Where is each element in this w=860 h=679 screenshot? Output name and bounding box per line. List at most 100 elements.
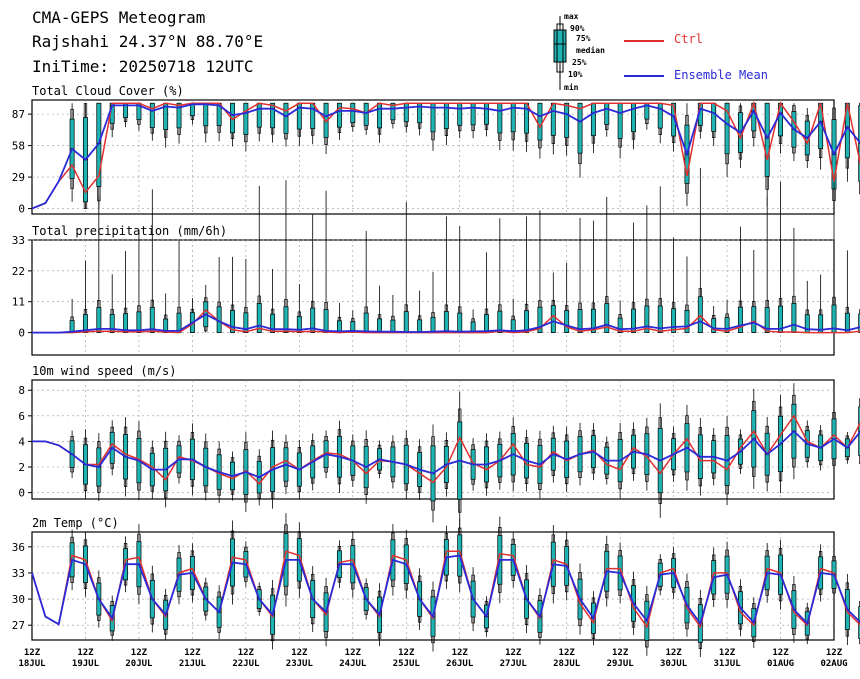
ensemble-box [83, 314, 88, 333]
x-tick-hour-label: 12Z [345, 648, 362, 658]
ensemble-mean-series-line [31, 554, 860, 626]
panel-1: 0 11 22 33 Total precipitation (mm/6h) [12, 167, 860, 356]
x-tick-date-label: 24JUL [339, 659, 367, 669]
ensemble-box [443, 311, 449, 333]
init-time-label: IniTime: 20250718 12UTC [32, 57, 254, 76]
ensemble-box [377, 318, 382, 333]
y-tick-label: 0 [18, 203, 25, 216]
ensemble-box [363, 102, 369, 126]
ensemble-box [336, 102, 342, 128]
ensemble-box [270, 102, 276, 129]
x-tick-hour-label: 12Z [826, 648, 843, 658]
y-tick-label: 4 [18, 435, 25, 448]
legend-ctrl-label: Ctrl [674, 32, 703, 46]
ensemble-box [310, 307, 316, 333]
ensemble-box [96, 307, 102, 333]
legend-p75-label: 75% [576, 34, 591, 43]
ensemble-mean-series-line [32, 313, 860, 334]
x-tick-hour-label: 12Z [452, 648, 469, 658]
x-tick-date-label: 18JUL [18, 659, 46, 669]
ensemble-box [711, 318, 717, 333]
ensemble-box [604, 102, 610, 125]
y-tick-label: 0 [18, 487, 25, 500]
panel-3: 27 30 33 36 2m Temp (°C) [12, 513, 860, 657]
panel-0: 0 29 58 87 Total Cloud Cover (%) [12, 84, 860, 216]
y-tick-label: 6 [18, 410, 25, 423]
ensemble-box [764, 307, 770, 333]
x-tick-hour-label: 12Z [184, 648, 201, 658]
ensemble-box [243, 102, 249, 135]
ensemble-box [296, 316, 302, 333]
ensemble-box [350, 102, 356, 124]
ensemble-box [243, 312, 249, 333]
ensemble-box [524, 310, 530, 333]
ensemble-box [136, 311, 142, 333]
x-tick-date-label: 01AUG [767, 659, 794, 669]
ensemble-box [711, 102, 717, 132]
ensemble-box [671, 308, 677, 333]
x-tick-date-label: 21JUL [179, 659, 207, 669]
ensemble-box [377, 102, 382, 129]
ensemble-box [564, 102, 570, 138]
legend-max-label: max [564, 12, 579, 21]
ensemble-box [737, 306, 743, 333]
ensemble-box [270, 313, 276, 333]
x-tick-hour-label: 12Z [238, 648, 255, 658]
x-tick-date-label: 25JUL [393, 659, 421, 669]
ensemble-box [149, 102, 155, 129]
ensemble-box [363, 312, 369, 333]
legend-ctrl-line [624, 40, 664, 42]
legend-min-label: min [564, 83, 579, 92]
ensemble-mean-series-line [32, 429, 860, 479]
x-tick-hour-label: 12Z [559, 648, 576, 658]
ensemble-box [403, 311, 409, 333]
x-tick-date-label: 23JUL [286, 659, 314, 669]
x-tick-date-label: 29JUL [607, 659, 635, 669]
y-tick-label: 58 [12, 140, 25, 153]
y-tick-label: 33 [12, 567, 25, 580]
ensemble-box [537, 102, 543, 141]
ensemble-box [457, 102, 463, 126]
ensemble-box [484, 314, 489, 333]
ensemble-box [577, 309, 583, 333]
legend-p25-label: 25% [572, 58, 587, 67]
ensemble-box [390, 102, 396, 121]
ctrl-series-line [31, 100, 860, 210]
location-label: Rajshahi 24.37°N 88.70°E [32, 32, 264, 51]
x-tick-hour-label: 12Z [772, 648, 789, 658]
ensemble-box [323, 309, 329, 333]
ensemble-box [470, 102, 476, 126]
x-tick-hour-label: 12Z [612, 648, 629, 658]
y-tick-label: 8 [18, 384, 25, 397]
ensemble-box [550, 305, 556, 333]
ensemble-box [644, 305, 650, 333]
legend-mean-label: Ensemble Mean [674, 68, 768, 82]
y-tick-label: 27 [12, 619, 25, 632]
ensemble-box [176, 102, 182, 129]
panel-title: 2m Temp (°C) [32, 516, 119, 530]
ensemble-box [256, 303, 262, 333]
y-tick-label: 36 [12, 541, 25, 554]
ensemble-box [590, 308, 596, 333]
ensemble-box [617, 317, 623, 333]
x-tick-date-label: 28JUL [553, 659, 581, 669]
ensemble-box [230, 310, 235, 333]
panel-title: 10m wind speed (m/s) [32, 364, 177, 378]
x-tick-hour-label: 12Z [131, 648, 148, 658]
y-tick-label: 11 [12, 296, 25, 309]
ensemble-box [390, 319, 396, 333]
x-tick-date-label: 22JUL [232, 659, 260, 669]
ensemble-box [590, 102, 596, 136]
ensemble-box [497, 102, 503, 134]
ensemble-box [631, 308, 636, 333]
x-tick-date-label: 30JUL [660, 659, 688, 669]
ensemble-box [203, 102, 209, 127]
legend-mean-line [624, 75, 664, 77]
ensemble-box [256, 102, 262, 128]
x-tick-date-label: 20JUL [125, 659, 153, 669]
panel-title: Total Cloud Cover (%) [32, 84, 184, 98]
boxplot-legend-glyph [553, 16, 567, 90]
ensemble-box [417, 319, 423, 333]
x-tick-hour-label: 12Z [77, 648, 94, 658]
